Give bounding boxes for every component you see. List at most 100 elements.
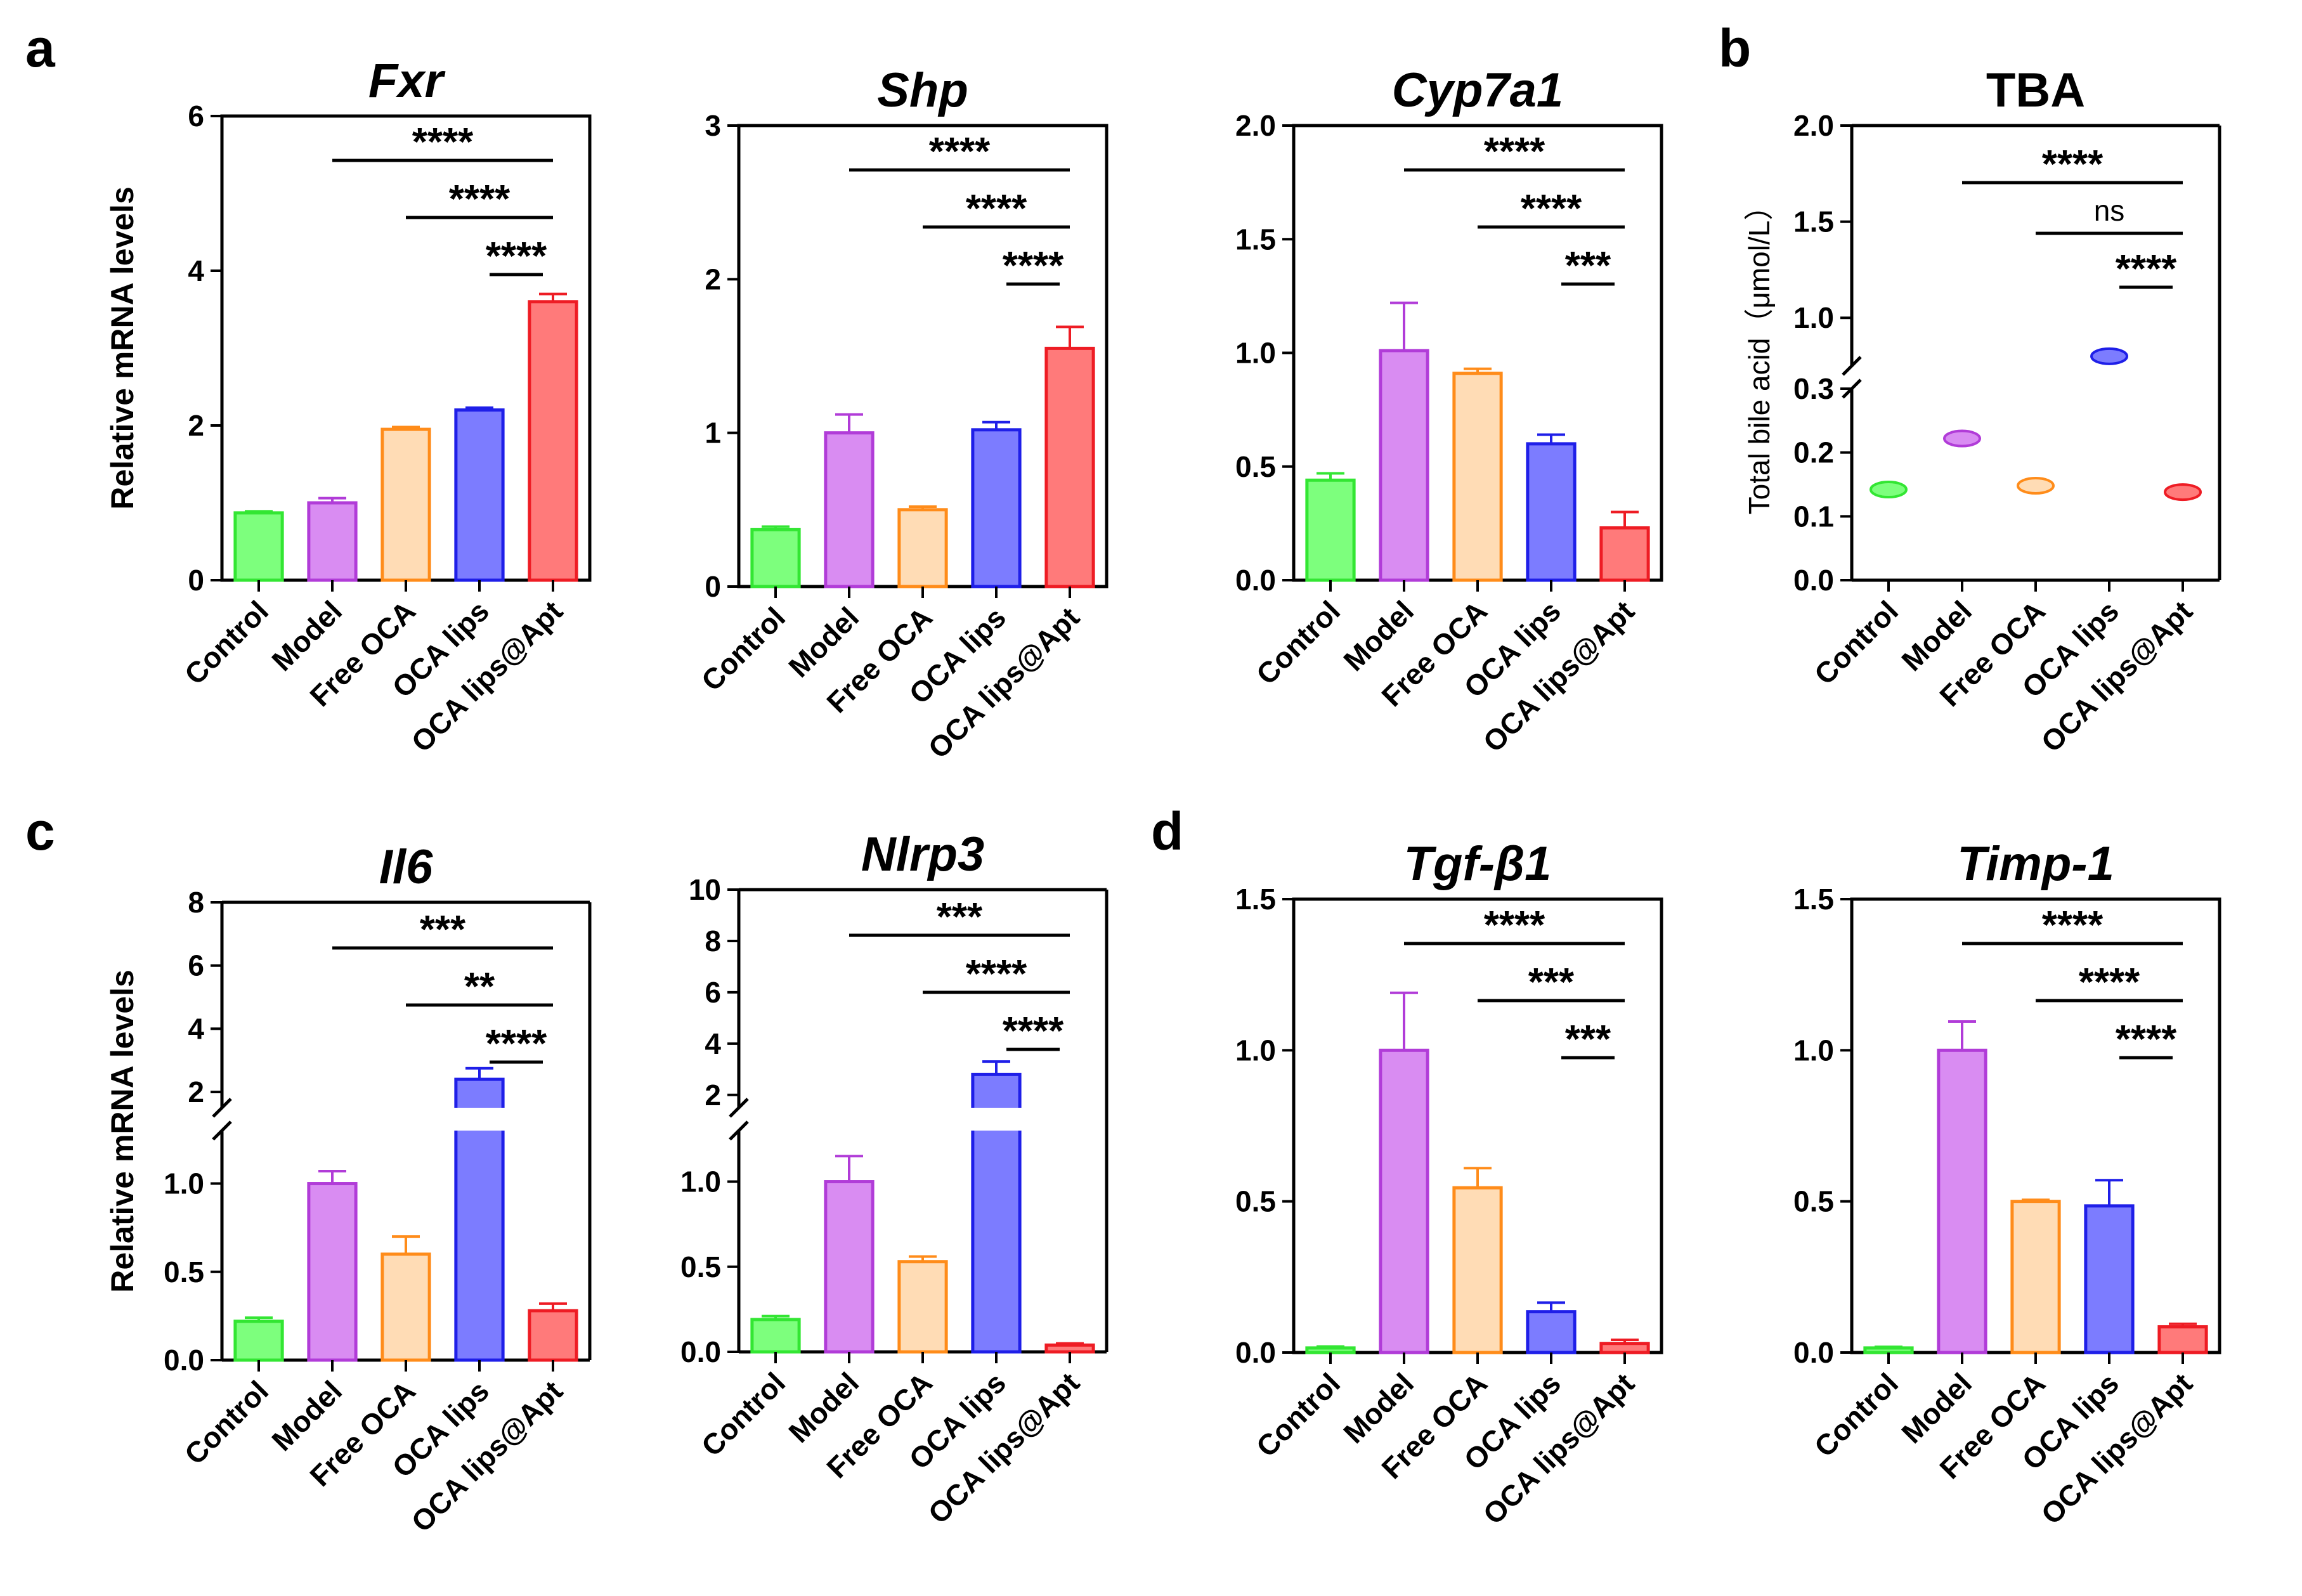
bar-control bbox=[750, 528, 801, 588]
y-tick-label: 0.1 bbox=[1793, 500, 1834, 533]
x-tick-label: Control bbox=[1808, 594, 1904, 691]
bar-oca-lips-apt bbox=[528, 300, 578, 582]
y-axis-label: Total bile acid（μmol/L） bbox=[1743, 191, 1776, 515]
y-tick-label: 2 bbox=[188, 409, 204, 442]
y-tick-label: 0.3 bbox=[1793, 372, 1834, 405]
chart-title: Il6 bbox=[379, 840, 433, 894]
bar-control bbox=[233, 511, 284, 582]
y-tick-label: 3 bbox=[705, 109, 721, 142]
chart-title: Tgf-β1 bbox=[1404, 837, 1552, 891]
y-tick-label: 0.5 bbox=[1235, 1185, 1276, 1218]
panel-label-b: b bbox=[1719, 18, 1751, 78]
y-tick-label: 2 bbox=[705, 263, 721, 295]
y-tick-label: 4 bbox=[188, 254, 204, 287]
axis-break-mark bbox=[212, 1120, 232, 1141]
y-tick-label: 2 bbox=[705, 1079, 721, 1112]
y-tick-label: 10 bbox=[689, 873, 721, 906]
bar-oca-lips bbox=[1526, 1310, 1577, 1354]
bar-control bbox=[233, 1320, 284, 1362]
bar-control bbox=[750, 1318, 801, 1354]
significance-label: *** bbox=[420, 908, 466, 952]
y-tick-label: 6 bbox=[188, 100, 204, 133]
chart-title: Shp bbox=[877, 63, 968, 117]
significance-label: **** bbox=[449, 178, 510, 221]
bar-oca-lips-apt bbox=[1044, 1343, 1095, 1354]
y-tick-label: 1.5 bbox=[1235, 223, 1276, 256]
significance-label: *** bbox=[1528, 961, 1575, 1004]
chart-title: Cyp7a1 bbox=[1392, 63, 1563, 117]
axis-break-mark bbox=[729, 1098, 749, 1118]
y-tick-label: 1.0 bbox=[1235, 1034, 1276, 1067]
significance-label: **** bbox=[966, 952, 1027, 996]
chart-title: Nlrp3 bbox=[861, 827, 984, 881]
x-tick-label: Control bbox=[178, 594, 275, 691]
significance-label: **** bbox=[2116, 1018, 2177, 1061]
x-tick-label: Control bbox=[1250, 594, 1346, 691]
y-tick-label: 1.0 bbox=[680, 1165, 721, 1198]
y-tick-label: 6 bbox=[188, 949, 204, 982]
significance-label: **** bbox=[2042, 143, 2104, 186]
point-control bbox=[1870, 481, 1908, 499]
bar-model bbox=[307, 501, 358, 582]
significance-label: **** bbox=[1521, 187, 1582, 231]
y-tick-label: 1.0 bbox=[1793, 1034, 1834, 1067]
axis-break-mark bbox=[212, 1098, 232, 1118]
significance-label: **** bbox=[1484, 904, 1545, 947]
y-tick-label: 2.0 bbox=[1235, 109, 1276, 142]
significance-label: **** bbox=[486, 1022, 547, 1066]
chart-title: Fxr bbox=[368, 54, 446, 108]
bar-oca-lips-apt bbox=[1044, 346, 1095, 588]
significance-label: **** bbox=[412, 120, 474, 164]
bar-model bbox=[824, 431, 875, 588]
y-tick-label: 0.0 bbox=[680, 1335, 721, 1368]
x-tick-label: Control bbox=[1250, 1366, 1346, 1463]
significance-label: **** bbox=[1484, 130, 1545, 174]
y-tick-label: 0.5 bbox=[1235, 450, 1276, 483]
significance-label: *** bbox=[1565, 1018, 1611, 1061]
bar-oca-lips bbox=[1526, 442, 1577, 582]
bar-oca-lips-apt bbox=[1599, 1342, 1650, 1354]
significance-label: **** bbox=[2079, 961, 2140, 1004]
bar-oca-lips-apt bbox=[528, 1309, 578, 1362]
y-tick-label: 6 bbox=[705, 976, 721, 1009]
x-tick-label: Control bbox=[695, 600, 791, 697]
bar-free-oca bbox=[897, 1260, 948, 1354]
significance-label: ** bbox=[464, 965, 495, 1009]
y-tick-label: 1.0 bbox=[1793, 301, 1834, 334]
chart-title: TBA bbox=[1986, 63, 2085, 117]
significance-label: *** bbox=[1565, 244, 1611, 288]
point-oca-lips-apt bbox=[2164, 483, 2202, 502]
y-tick-label: 0 bbox=[705, 570, 721, 603]
point-oca-lips bbox=[2090, 347, 2128, 365]
x-tick-label: Control bbox=[1808, 1366, 1904, 1463]
panel-label-c: c bbox=[25, 801, 55, 861]
significance-label: **** bbox=[1003, 1009, 1064, 1053]
bar-oca-lips bbox=[971, 428, 1022, 588]
bar-break-gap bbox=[970, 1108, 1022, 1131]
significance-label: **** bbox=[966, 187, 1027, 231]
bar-oca-lips bbox=[454, 408, 505, 582]
y-tick-label: 0.5 bbox=[1793, 1185, 1834, 1218]
significance-label: **** bbox=[2042, 904, 2104, 947]
y-tick-label: 2 bbox=[188, 1075, 204, 1108]
y-tick-label: 0.5 bbox=[164, 1255, 204, 1288]
bar-control bbox=[1863, 1346, 1914, 1354]
bar-break-gap bbox=[453, 1108, 505, 1131]
y-tick-label: 1 bbox=[705, 417, 721, 450]
bar-free-oca bbox=[380, 427, 431, 582]
bar-model bbox=[1379, 349, 1429, 582]
significance-label: *** bbox=[937, 895, 983, 939]
bar-free-oca bbox=[897, 508, 948, 588]
y-tick-label: 0.0 bbox=[1235, 564, 1276, 597]
y-tick-label: 0.5 bbox=[680, 1250, 721, 1283]
y-tick-label: 1.0 bbox=[1235, 337, 1276, 370]
y-tick-label: 1.5 bbox=[1793, 883, 1834, 916]
